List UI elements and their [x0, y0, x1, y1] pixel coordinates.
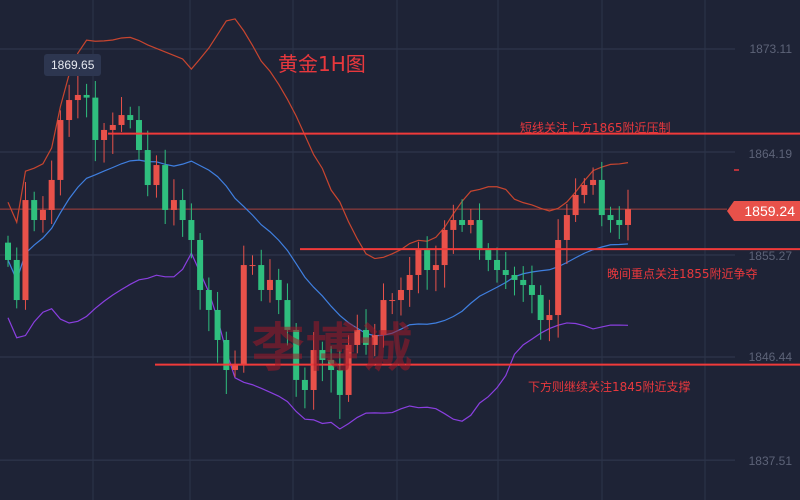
candle-body [22, 200, 29, 301]
candle-body [179, 200, 186, 221]
candle-body [607, 215, 614, 221]
y-tick-label: 1837.51 [748, 454, 792, 468]
candle-body [101, 129, 108, 140]
candle-body [118, 115, 125, 125]
candle-body [336, 370, 343, 395]
y-tick-label: 1846.44 [748, 350, 792, 364]
candle-body [205, 289, 212, 310]
candle-body [502, 270, 509, 275]
candle-body [598, 179, 605, 216]
y-tick-label: 1864.19 [748, 147, 792, 161]
candle-body [459, 220, 466, 225]
candle-body [450, 220, 457, 230]
candle-body [520, 279, 527, 286]
candle-body [389, 300, 396, 302]
bollinger-upper-line [7, 18, 629, 260]
candle-body [66, 100, 73, 121]
y-tick-label: 1873.11 [749, 42, 793, 56]
candle-body [92, 97, 99, 140]
candle-body [83, 94, 90, 98]
candle-body [441, 229, 448, 266]
candle-body [546, 315, 553, 321]
candle-body [249, 265, 256, 267]
candle-body [494, 259, 501, 271]
candle-body [293, 329, 300, 380]
candle-body [432, 265, 439, 271]
candle-body [415, 250, 422, 275]
candle-body [57, 120, 64, 180]
candle-body [13, 259, 20, 301]
resistance-note: 短线关注上方1865附近压制 [520, 121, 671, 135]
candle-body [625, 209, 631, 225]
candle-body [397, 289, 404, 301]
candle-body [31, 200, 38, 221]
candle-body [48, 179, 55, 210]
candle-body [616, 220, 623, 225]
candle-body [590, 179, 597, 186]
candle-body [214, 309, 221, 340]
candle-body [555, 239, 562, 316]
candle-body [232, 364, 239, 371]
candle-body [162, 165, 169, 210]
candle-body [284, 300, 291, 330]
candle-body [223, 339, 230, 371]
candle-body [572, 194, 579, 216]
candle-body [275, 279, 282, 301]
candle-body [109, 124, 116, 130]
y-tick-label: 1855.27 [748, 249, 792, 263]
candle-body [74, 94, 81, 101]
candle-body [581, 185, 588, 195]
candle-body [188, 220, 195, 240]
candle-body [380, 300, 387, 336]
candle-body [345, 344, 352, 395]
candle-body [39, 209, 46, 221]
candle-body [511, 274, 518, 280]
candle-body [144, 150, 151, 186]
candle-body [258, 265, 265, 290]
candle-body [240, 265, 247, 365]
support-note: 下方则继续关注1845附近支撑 [528, 380, 691, 394]
candle-body [406, 274, 413, 290]
pivot-note: 晚间重点关注1855附近争夺 [607, 267, 758, 281]
watermark: 李博诚 [252, 319, 415, 379]
candle-body [363, 329, 370, 345]
candle-body [197, 239, 204, 290]
candle-body [467, 220, 474, 225]
candle-body [5, 242, 11, 260]
high-price-marker: 1869.65 [44, 54, 102, 76]
candle-body [424, 250, 431, 271]
candle-body [135, 120, 142, 151]
bollinger-lower-line [7, 251, 629, 430]
candle-body [301, 379, 308, 390]
candle-body [476, 220, 483, 251]
candle-body [528, 285, 535, 295]
candle-body [127, 115, 134, 121]
candle-body [310, 350, 317, 390]
last-price-tag: 1859.24 [727, 201, 800, 221]
candle-body [170, 200, 177, 210]
candle-body [371, 335, 378, 345]
candle-body [354, 329, 361, 345]
candle-body [153, 165, 160, 186]
candle-body [563, 215, 570, 240]
bollinger-middle-line [7, 159, 629, 337]
candle-body [319, 350, 326, 360]
chart-title: 黄金1H图 [278, 52, 366, 76]
candle-body [537, 294, 544, 321]
candle-body [485, 250, 492, 260]
candle-body [266, 279, 273, 290]
